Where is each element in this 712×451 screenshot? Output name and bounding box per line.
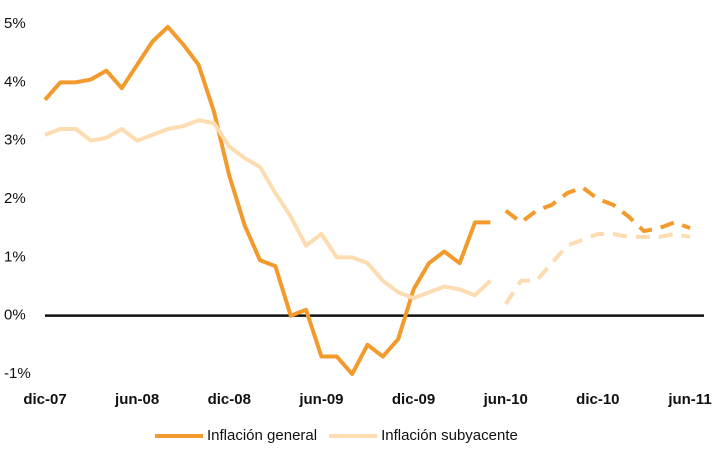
x-tick-label: jun-09	[298, 391, 343, 408]
y-tick-label: 2%	[4, 190, 26, 207]
legend-label: Inflación subyacente	[381, 427, 518, 444]
x-tick-label: dic-10	[576, 391, 619, 408]
line-series	[504, 185, 691, 234]
y-tick-label: 1%	[4, 248, 26, 265]
x-tick-label: jun-10	[483, 391, 528, 408]
y-tick-label: -1%	[4, 365, 31, 382]
x-tick-label: dic-08	[208, 391, 251, 408]
x-tick-label: jun-08	[114, 391, 159, 408]
y-tick-label: 3%	[4, 132, 26, 149]
x-tick-label: jun-11	[667, 391, 711, 408]
y-tick-label: 5%	[4, 15, 26, 32]
x-tick-label: dic-09	[392, 391, 435, 408]
line-series	[504, 232, 691, 306]
legend-label: Inflación general	[207, 427, 317, 444]
x-tick-label: dic-07	[23, 391, 66, 408]
y-tick-label: 0%	[4, 307, 26, 324]
line-series	[43, 24, 491, 377]
line-series	[44, 118, 492, 301]
y-tick-label: 4%	[4, 73, 26, 90]
